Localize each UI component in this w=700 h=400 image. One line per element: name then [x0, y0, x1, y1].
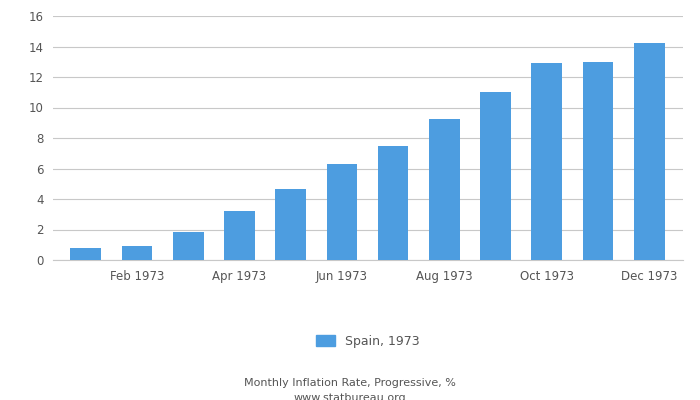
Bar [378, 146, 409, 260]
Bar [173, 232, 204, 260]
Bar [531, 63, 562, 260]
Legend: Spain, 1973: Spain, 1973 [316, 334, 419, 348]
Text: www.statbureau.org: www.statbureau.org [294, 393, 406, 400]
Bar [480, 92, 511, 260]
Bar [71, 248, 102, 260]
Bar [122, 246, 153, 260]
Bar [582, 62, 613, 260]
Bar [224, 211, 255, 260]
Bar [634, 44, 664, 260]
Bar [326, 164, 357, 260]
Bar [429, 119, 460, 260]
Text: Monthly Inflation Rate, Progressive, %: Monthly Inflation Rate, Progressive, % [244, 378, 456, 388]
Bar [275, 189, 306, 260]
